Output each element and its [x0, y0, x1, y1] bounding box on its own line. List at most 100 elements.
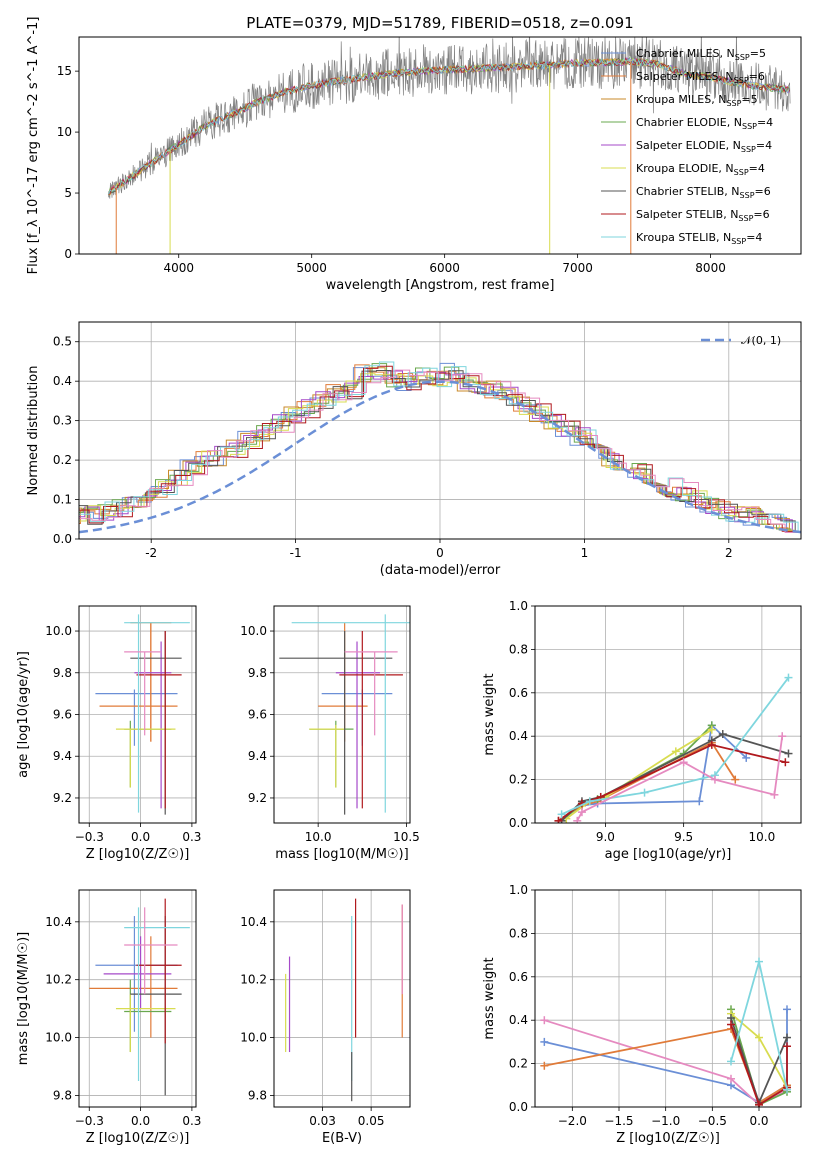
mass-weight-vs-metallicity-series-line-6 — [730, 1024, 788, 1107]
spectrum-plot-area — [107, 37, 791, 254]
mass-weight-vs-metallicity-ylabel: mass weight — [482, 957, 497, 1039]
age-vs-mass-ytick-label-2: 9.6 — [248, 708, 267, 722]
mass-weight-vs-age-xtick-label-1: 9.5 — [674, 830, 693, 844]
mass-weight-vs-metallicity-series-1-marker-0 — [540, 1016, 549, 1025]
age-vs-metallicity-frame — [78, 605, 197, 824]
legend-label-subscript: SSP — [726, 99, 741, 108]
mass-weight-vs-metallicity-plot-area — [540, 957, 791, 1107]
age-vs-metallicity-ytick-label-1: 9.4 — [53, 749, 72, 763]
mass-weight-vs-age-series-6-marker-1 — [585, 797, 594, 806]
spectrum-ylabel: Flux [f_λ 10^-17 erg cm^-2 s^-1 A^-1] — [26, 17, 41, 275]
age-vs-metallicity-xtick-label-0: −0.3 — [75, 830, 104, 844]
legend-label-subscript: SSP — [740, 191, 755, 200]
age-vs-metallicity-plot-area — [95, 614, 190, 815]
legend-label-value: =5 — [741, 93, 757, 106]
mass-vs-extinction-xlabel: E(B-V) — [322, 1131, 362, 1146]
mass-weight-vs-age-series-line-4 — [560, 733, 789, 822]
age-vs-mass-ytick-label-0: 9.2 — [248, 791, 267, 805]
mass-vs-metallicity-xtick-label-2: 0.3 — [182, 1114, 201, 1128]
age-vs-metallicity-xlabel: Z [log10(Z/Z☉)] — [86, 847, 190, 862]
mass-vs-extinction-plot-area — [285, 898, 403, 1102]
legend-label-text: Chabrier STELIB, N — [636, 185, 740, 198]
spectrum-xtick-label-3: 7000 — [562, 261, 593, 275]
residuals-xtick-label-0: -2 — [145, 546, 157, 560]
figure-title: PLATE=0379, MJD=51789, FIBERID=0518, z=0… — [246, 14, 633, 32]
mass-vs-metallicity-frame — [78, 889, 197, 1108]
mass-weight-vs-metallicity-series-7-marker-1 — [755, 957, 763, 966]
residuals-ytick-label-0: 0.0 — [53, 532, 72, 546]
legend-label-text: Kroupa STELIB, N — [636, 231, 731, 244]
mass-weight-vs-metallicity-series-1-marker-1 — [727, 1074, 735, 1083]
mass-weight-vs-metallicity-xtick-label-2: −1.0 — [651, 1114, 680, 1128]
residuals-ytick-label-3: 0.3 — [53, 414, 72, 428]
mass-weight-vs-age-series-4-marker-4 — [718, 730, 727, 739]
residuals-panel: -2 -1 0 1 2 0.0 0.1 0.2 0.3 0.4 0.5 (data-model)/er… — [26, 321, 802, 578]
mass-vs-metallicity-xtick-label-1: 0.0 — [131, 1114, 150, 1128]
legend-label-value: =4 — [756, 139, 772, 152]
legend-label-text: Kroupa MILES, N — [636, 93, 726, 106]
mass-weight-vs-metallicity-series-6-marker-3 — [783, 1042, 791, 1051]
mass-weight-vs-age-ytick-label-2: 0.4 — [509, 729, 528, 743]
mass-weight-vs-metallicity-ytick-label-1: 0.2 — [509, 1057, 528, 1071]
age-vs-mass-xtick-label-0: 10.0 — [305, 830, 332, 844]
mass-weight-vs-metallicity-xtick-label-3: −0.5 — [698, 1114, 727, 1128]
model-spectrum-line-8 — [107, 58, 790, 195]
mass-weight-vs-age-plot-area — [554, 673, 793, 823]
legend-label-4: Salpeter ELODIE, NSSP=4 — [636, 139, 772, 154]
legend-label-text: Salpeter MILES, N — [636, 70, 734, 83]
mass-weight-vs-age-panel: 9.0 9.5 10.0 0.0 0.2 0.4 0.6 0.8 1.0 age [log10(a… — [482, 599, 802, 862]
mass-weight-vs-metallicity-series-6-marker-0 — [727, 1020, 735, 1029]
age-vs-mass-ytick-label-4: 10.0 — [240, 624, 267, 638]
mass-weight-vs-age-ylabel: mass weight — [482, 673, 497, 755]
mass-vs-metallicity-ytick-label-1: 10.0 — [45, 1031, 72, 1045]
mass-weight-vs-age-series-4-marker-5 — [784, 749, 793, 758]
mass-vs-metallicity-panel: −0.3 0.0 0.3 9.8 10.0 10.2 10.4 Z [log10(Z/Z☉)]… — [16, 889, 201, 1146]
mass-weight-vs-age-series-7-marker-1 — [577, 808, 586, 817]
mass-vs-metallicity-xlabel: Z [log10(Z/Z☉)] — [86, 1131, 190, 1146]
legend-label-value: =6 — [755, 185, 771, 198]
mass-weight-vs-age-series-6-marker-0 — [557, 810, 566, 819]
legend-label-text: Salpeter ELODIE, N — [636, 139, 741, 152]
legend-label-subscript: SSP — [734, 168, 749, 177]
mass-weight-vs-metallicity-ytick-label-3: 0.6 — [509, 970, 528, 984]
legend-label-6: Chabrier STELIB, NSSP=6 — [636, 185, 771, 200]
mass-weight-vs-age-series-0-marker-5 — [742, 753, 751, 762]
mass-vs-metallicity-ytick-label-2: 10.2 — [45, 973, 72, 987]
mass-weight-vs-age-series-7-marker-4 — [770, 790, 779, 799]
mass-weight-vs-age-series-6-marker-2 — [640, 788, 649, 797]
legend-label-value: =5 — [750, 47, 766, 60]
legend-label-subscript: SSP — [731, 237, 746, 246]
mass-weight-vs-metallicity-series-7-marker-2 — [783, 1085, 791, 1094]
residuals-frame — [78, 321, 802, 540]
legend-label-1: Salpeter MILES, NSSP=6 — [636, 70, 765, 85]
age-vs-metallicity-xtick-label-1: 0.0 — [131, 830, 150, 844]
residuals-xtick-label-3: 1 — [581, 546, 589, 560]
mass-weight-vs-metallicity-xtick-label-4: 0.0 — [749, 1114, 768, 1128]
mass-weight-vs-age-frame — [534, 605, 802, 824]
mass-weight-vs-age-series-5-marker-3 — [707, 740, 716, 749]
residual-histogram-6 — [79, 370, 801, 533]
mass-weight-vs-metallicity-panel: −2.0 −1.5 −1.0 −0.5 0.0 0.0 0.2 0.4 0.6 0.8 1.0 Z [… — [482, 883, 802, 1146]
legend-label-text: Chabrier MILES, N — [636, 47, 735, 60]
legend-label-subscript: SSP — [735, 53, 750, 62]
mass-vs-extinction-xtick-label-0: 0.03 — [309, 1114, 336, 1128]
mass-weight-vs-age-ytick-label-3: 0.6 — [509, 686, 528, 700]
legend-label-text: Kroupa ELODIE, N — [636, 162, 734, 175]
residual-histogram-0 — [79, 362, 801, 533]
mass-weight-vs-metallicity-xtick-label-0: −2.0 — [558, 1114, 587, 1128]
age-vs-mass-ytick-label-3: 9.8 — [248, 666, 267, 680]
legend-label-value: =6 — [753, 208, 769, 221]
spectrum-ytick-label-1: 5 — [64, 186, 72, 200]
mass-weight-vs-metallicity-ytick-label-4: 0.8 — [509, 926, 528, 940]
mass-weight-vs-metallicity-series-6-marker-1 — [755, 1100, 763, 1107]
observed-spectrum-line — [107, 37, 791, 199]
mass-weight-vs-age-series-5-marker-4 — [781, 758, 790, 767]
legend-label-3: Chabrier ELODIE, NSSP=4 — [636, 116, 773, 131]
age-vs-metallicity-ytick-label-4: 10.0 — [45, 624, 72, 638]
residuals-plot-area — [79, 361, 801, 534]
mass-weight-vs-metallicity-ytick-label-2: 0.4 — [509, 1013, 528, 1027]
mass-weight-vs-age-xlabel: age [log10(age/yr)] — [605, 847, 732, 862]
residuals-ytick-label-2: 0.2 — [53, 453, 72, 467]
legend-label-subscript: SSP — [738, 214, 753, 223]
